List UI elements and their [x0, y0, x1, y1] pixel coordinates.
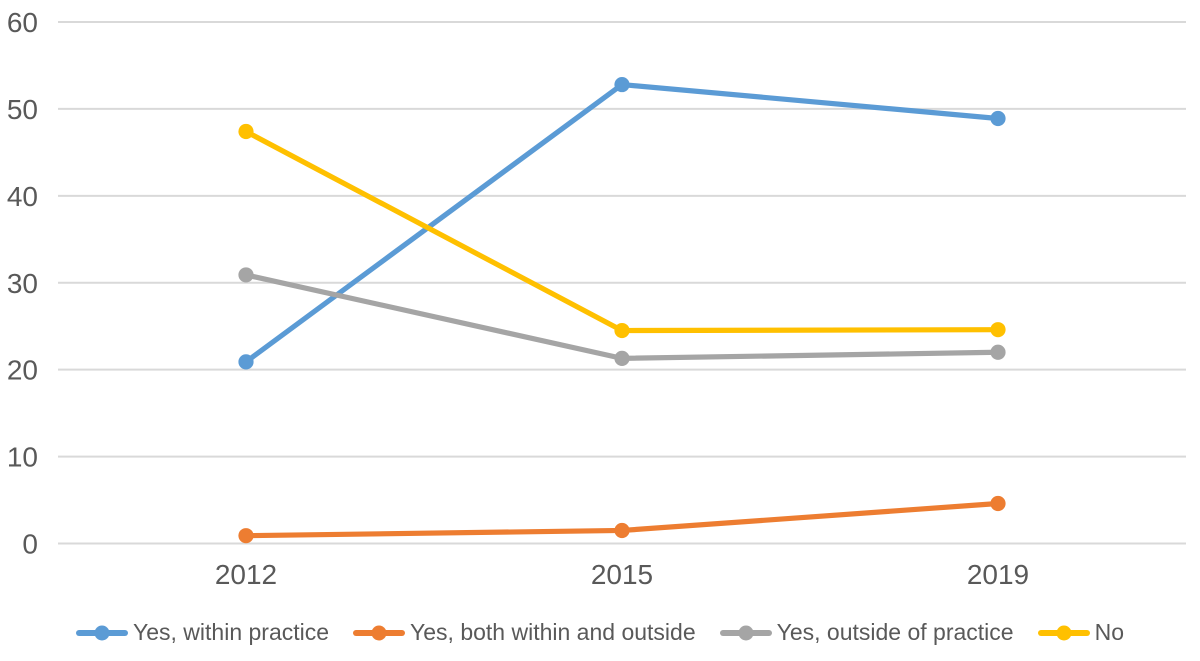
data-point-marker: [238, 528, 254, 544]
legend-dot-icon: [371, 625, 387, 641]
legend-line-marker-icon: [353, 625, 406, 641]
data-point-marker: [990, 322, 1006, 338]
x-axis-tick-label: 2015: [591, 559, 653, 590]
legend-dot-icon: [94, 625, 110, 641]
legend-item: Yes, outside of practice: [719, 619, 1014, 646]
legend-line-marker-icon: [719, 625, 772, 641]
data-point-marker: [614, 322, 630, 339]
data-point-marker: [990, 495, 1006, 512]
data-point-marker: [990, 110, 1006, 127]
legend-dot-icon: [738, 625, 754, 641]
legend-item: Yes, within practice: [76, 620, 329, 645]
chart-legend: Yes, within practice Yes, both within and…: [0, 610, 1200, 656]
legend-line-marker-icon: [1037, 625, 1090, 641]
data-point-marker: [614, 76, 630, 93]
data-point-marker: [614, 522, 630, 539]
y-axis-tick-label: 10: [7, 442, 38, 473]
series-line-1: [243, 81, 1001, 365]
legend-label: No: [1094, 619, 1124, 646]
data-point-marker: [614, 350, 630, 366]
legend-dot-icon: [1056, 625, 1072, 641]
x-axis-tick-label: 2012: [215, 559, 277, 590]
data-point-marker: [990, 344, 1006, 360]
data-point-marker: [238, 123, 254, 140]
legend-label: Yes, outside of practice: [776, 619, 1014, 646]
legend-label: Yes, within practice: [133, 619, 330, 646]
legend-label: Yes, both within and outside: [410, 619, 696, 646]
legend-item: No: [1037, 619, 1124, 646]
data-point-marker: [238, 354, 254, 370]
data-point-marker: [238, 267, 254, 283]
y-axis-tick-label: 40: [7, 181, 38, 212]
y-axis-tick-label: 30: [7, 268, 38, 299]
y-axis-tick-label: 50: [7, 94, 38, 125]
y-axis-tick-label: 20: [7, 355, 38, 386]
legend-item: Yes, both within and outside: [353, 620, 696, 645]
y-axis-tick-label: 60: [7, 7, 38, 38]
series-line-3: [243, 272, 1001, 361]
y-axis-tick-label: 0: [22, 529, 38, 560]
line-chart-plot: 0 10 20 30 40 50 60 2012 2015 2019: [7, 7, 1186, 590]
x-axis-tick-label: 2019: [967, 559, 1029, 590]
legend-line-marker-icon: [76, 625, 128, 641]
